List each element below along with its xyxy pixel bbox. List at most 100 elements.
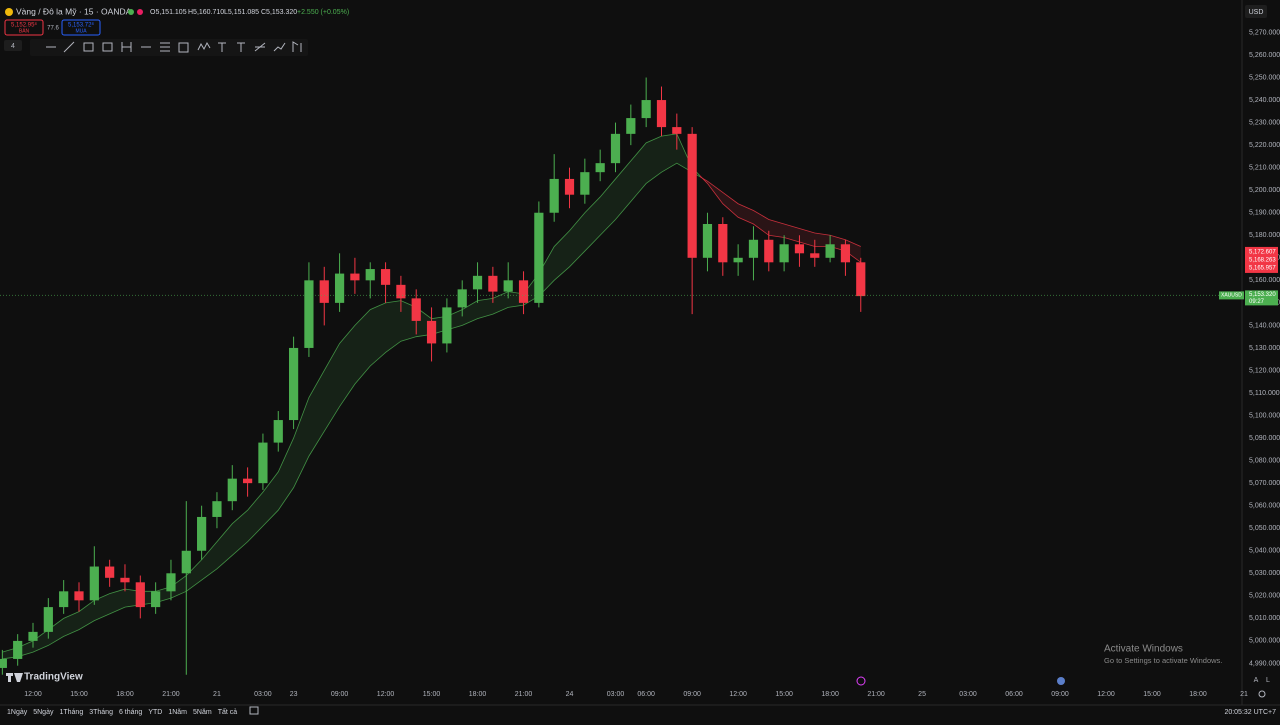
log-scale[interactable]: L	[1266, 677, 1270, 684]
candle-body	[580, 172, 590, 195]
y-tick-label: 5,200.000	[1249, 187, 1280, 194]
candle-body	[105, 566, 115, 578]
range-button[interactable]: 1Tháng	[59, 709, 83, 716]
symbol: Vàng / Đô la Mỹ · 15 · OANDA	[16, 6, 132, 16]
candle-body	[718, 224, 728, 263]
sell-label[interactable]: BÁN	[19, 27, 30, 34]
candle-body	[656, 100, 667, 128]
buy-label[interactable]: MUA	[75, 28, 87, 34]
symbol-tag-label: XAUUSD	[1221, 293, 1242, 299]
candle-body	[702, 224, 713, 258]
auto-scale[interactable]: A	[1254, 677, 1259, 684]
candle-body	[258, 442, 268, 484]
y-tick-label: 5,070.000	[1249, 480, 1280, 487]
candle-body	[856, 262, 866, 297]
date-range-icon[interactable]	[249, 706, 259, 715]
plot	[0, 77, 1240, 675]
candle-body	[43, 607, 53, 632]
y-tick-label: 5,110.000	[1249, 390, 1280, 397]
y-tick-label: 5,250.000	[1249, 74, 1280, 81]
x-tick-label: 15:00	[1143, 691, 1161, 698]
range-button[interactable]: 5Ngày	[33, 709, 54, 716]
currency-button[interactable]	[1245, 5, 1267, 18]
x-tick-label: 18:00	[821, 691, 839, 698]
range-button[interactable]: 5Năm	[193, 709, 212, 716]
candle-body	[28, 631, 38, 641]
flag-icon[interactable]	[1057, 677, 1065, 685]
buy-price[interactable]: 5,153.72⁸	[68, 22, 94, 29]
spread: 77.6	[47, 26, 59, 32]
candle-body	[810, 253, 820, 258]
range-button[interactable]: 1Ngày	[7, 709, 28, 716]
status-dot	[128, 9, 134, 15]
y-tick-label: 5,010.000	[1249, 615, 1280, 622]
candle-body	[0, 658, 7, 668]
y-tick-label: 5,000.000	[1249, 638, 1280, 645]
sell-button[interactable]	[4, 19, 44, 36]
candle-body	[151, 591, 161, 608]
symbol-tag	[1219, 291, 1244, 300]
candle-body	[518, 280, 529, 303]
y-tick-label: 5,100.000	[1249, 412, 1280, 419]
y-tick-label: 5,180.000	[1249, 232, 1280, 239]
x-tick-label: 09:00	[683, 691, 701, 698]
x-tick-label: 06:00	[637, 691, 655, 698]
candle-body	[74, 591, 84, 601]
candle-body	[13, 640, 23, 659]
candle-body	[794, 244, 805, 254]
x-tick-label: 03:00	[607, 691, 625, 698]
x-tick-label: 24	[566, 691, 574, 698]
x-tick-label: 06:00	[1005, 691, 1023, 698]
indicators-count[interactable]: 4	[11, 43, 15, 50]
y-tick-label: 5,050.000	[1249, 525, 1280, 532]
range-button[interactable]: Tất cả	[218, 707, 238, 716]
candle-body	[334, 273, 345, 303]
candle-body	[273, 420, 283, 443]
candle-body	[135, 582, 145, 608]
y-tick-label: 5,040.000	[1249, 548, 1280, 555]
candle-body	[288, 347, 299, 421]
y-tick-label: 5,160.000	[1249, 277, 1280, 284]
ema-tag: 5,168.263	[1249, 258, 1276, 264]
indicators-toggle[interactable]	[4, 40, 22, 51]
candle-body	[426, 320, 437, 344]
candle-body	[227, 478, 237, 502]
x-tick-label: 03:00	[254, 691, 272, 698]
y-tick-label: 5,190.000	[1249, 210, 1280, 217]
x-tick-label: 18:00	[116, 691, 134, 698]
y-tick-label: 5,060.000	[1249, 503, 1280, 510]
x-tick-label: 12:00	[377, 691, 395, 698]
x-tick-label: 25	[918, 691, 926, 698]
y-tick-label: 5,140.000	[1249, 322, 1280, 329]
candle-body	[380, 269, 391, 285]
countdown: 09:27	[1249, 299, 1265, 305]
y-tick-label: 5,260.000	[1249, 52, 1280, 59]
candle-body	[733, 257, 743, 263]
sell-price[interactable]: 5,152.95⁸	[11, 22, 37, 29]
candle-body	[595, 163, 605, 173]
settings-icon[interactable]	[1258, 690, 1266, 698]
ohlc-change: +2.550 (+0.05%)	[297, 9, 349, 16]
y-tick-label: 5,090.000	[1249, 435, 1280, 442]
status-dot	[137, 9, 143, 15]
candle-body	[626, 118, 636, 134]
range-button[interactable]: 6 tháng	[119, 709, 142, 716]
x-tick-label: 21:00	[515, 691, 533, 698]
range-button[interactable]: 3Tháng	[89, 709, 113, 716]
candle-body	[59, 591, 69, 608]
drawing-tools[interactable]	[46, 41, 302, 53]
candle-body	[396, 284, 406, 299]
candle-body	[166, 573, 176, 592]
currency[interactable]: USD	[1249, 9, 1264, 16]
event-icon[interactable]	[856, 676, 866, 686]
range-button[interactable]: 1Năm	[168, 709, 187, 716]
y-tick-label: 5,020.000	[1249, 593, 1280, 600]
range-button[interactable]: YTD	[148, 709, 162, 716]
logo-icon	[6, 673, 23, 682]
x-tick-label: 23	[290, 691, 298, 698]
candle-body	[365, 269, 375, 281]
buy-button[interactable]	[61, 19, 101, 36]
candle-body	[779, 244, 789, 263]
